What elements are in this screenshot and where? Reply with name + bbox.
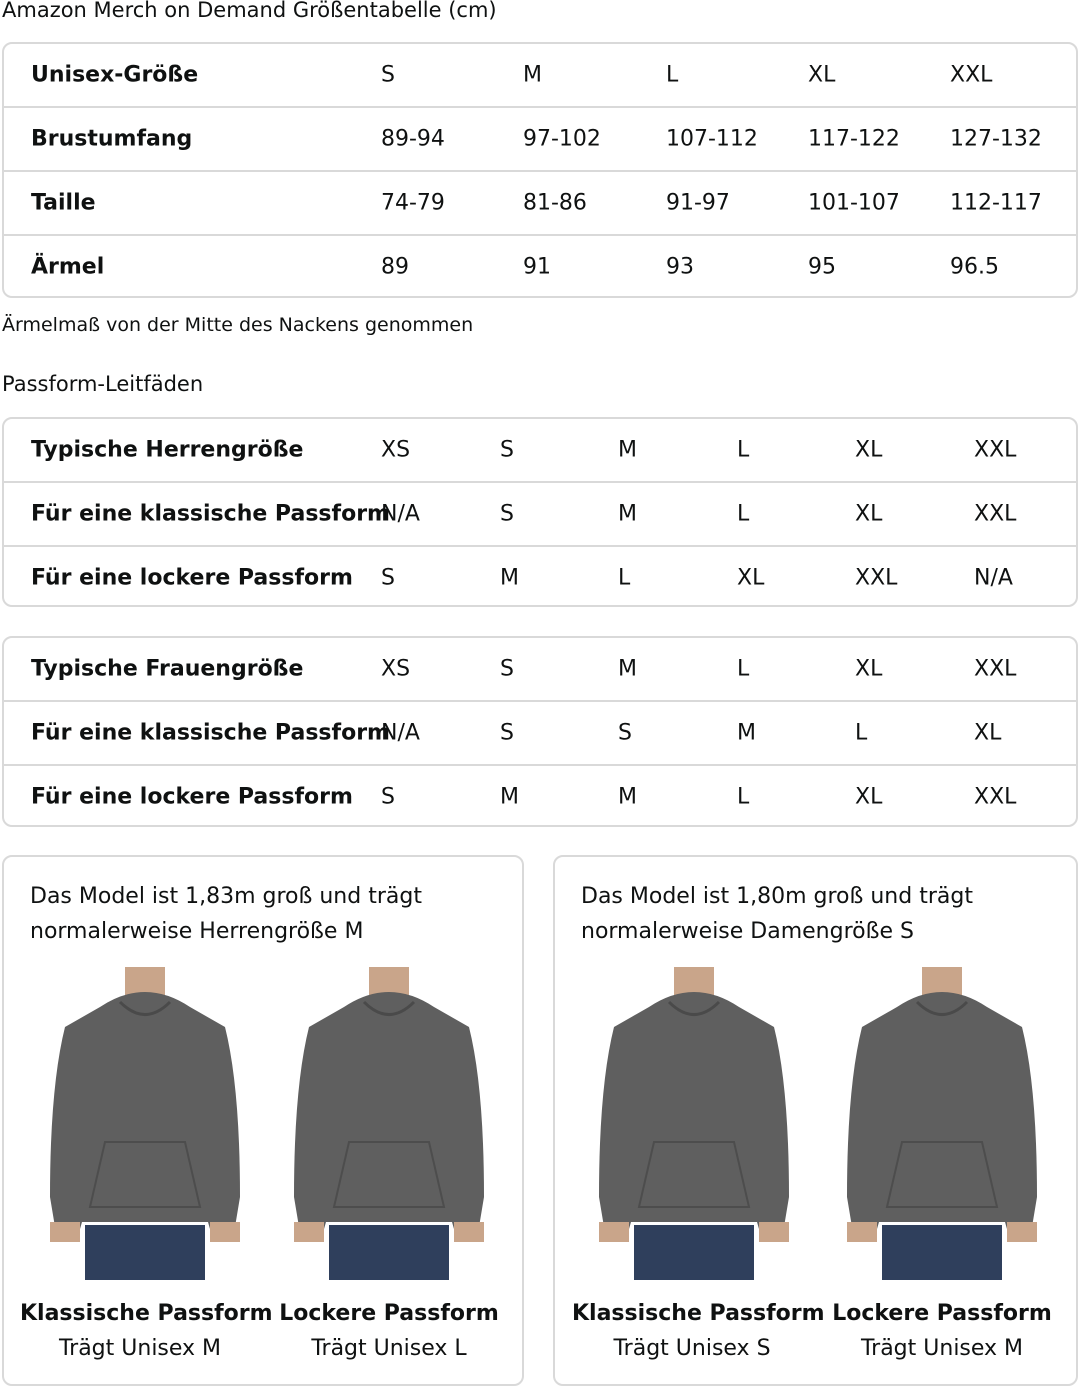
table-row: Für eine klassische Passform N/A S S M L XL [4,700,1076,764]
women-fit-table: Typische Frauengröße XS S M L XL XXL Für eine k… [2,636,1078,827]
table-row: Für eine klassische Passform N/A S M L XL XXL [4,481,1076,545]
table-cell: L [737,501,750,527]
table-cell: 93 [666,254,694,280]
model-card-women: Das Model ist 1,80m groß und trägt norma… [553,855,1078,1386]
table-cell: L [618,565,631,591]
table-cell: XL [808,62,836,88]
model-card-men: Das Model ist 1,83m groß und trägt norma… [2,855,524,1386]
table-cell: L [737,784,750,810]
table-cell: 117-122 [808,126,900,152]
model-description: Das Model ist 1,83m groß und trägt norma… [30,884,422,944]
table-cell: XL [737,565,765,591]
fit-guide-title: Passform-Leitfäden [2,372,204,396]
table-cell: L [855,720,868,746]
model-description: Das Model ist 1,80m groß und trägt norma… [581,884,973,944]
table-cell: XL [855,501,883,527]
figure-title: Lockere Passform [832,1301,1052,1326]
table-cell: XL [855,784,883,810]
table-cell: S [381,784,395,810]
table-cell: 127-132 [950,126,1042,152]
row-label: Ärmel [31,254,105,280]
figure-subtitle: Trägt Unisex S [613,1336,771,1361]
table-cell: XL [974,720,1002,746]
table-cell: 91 [523,254,551,280]
figure-subtitle: Trägt Unisex M [860,1336,1024,1361]
table-cell: M [618,437,637,463]
figure-subtitle: Trägt Unisex L [311,1336,467,1361]
table-row: Typische Herrengröße XS S M L XL XXL [4,419,1076,481]
row-label: Für eine klassische Passform [31,720,390,746]
table-cell: M [737,720,756,746]
table-row: Für eine lockere Passform S M M L XL XXL [4,764,1076,825]
table-cell: L [666,62,679,88]
hoodie-photo-classic-fit [40,967,250,1280]
row-label: Brustumfang [31,126,193,152]
table-cell: L [737,437,750,463]
table-cell: S [618,720,632,746]
table-cell: L [737,656,750,682]
table-cell: S [500,501,514,527]
row-label: Für eine klassische Passform [31,501,390,527]
figure-title: Lockere Passform [279,1301,499,1326]
row-label: Taille [31,190,96,216]
table-cell: 107-112 [666,126,758,152]
table-cell: XXL [950,62,993,88]
row-label: Für eine lockere Passform [31,784,353,810]
table-cell: 81-86 [523,190,587,216]
table-cell: 97-102 [523,126,601,152]
table-cell: S [500,437,514,463]
table-cell: S [381,62,395,88]
table-cell: XXL [855,565,898,591]
table-cell: M [523,62,542,88]
table-row: Unisex-Größe S M L XL XXL [4,44,1076,106]
table-cell: S [381,565,395,591]
hoodie-photo-classic-fit [589,967,799,1280]
table-cell: 89 [381,254,409,280]
hoodie-photo-loose-fit [837,967,1047,1280]
table-cell: M [500,784,519,810]
table-cell: M [618,784,637,810]
men-fit-table: Typische Herrengröße XS S M L XL XXL Für eine k… [2,417,1078,607]
row-label: Typische Frauengröße [31,656,304,682]
row-label: Unisex-Größe [31,62,199,88]
table-cell: XXL [974,656,1017,682]
row-label: Für eine lockere Passform [31,565,353,591]
table-row: Ärmel 89 91 93 95 96.5 [4,234,1076,296]
table-row: Für eine lockere Passform S M L XL XXL N/A [4,545,1076,605]
table-cell: XXL [974,784,1017,810]
row-label: Typische Herrengröße [31,437,304,463]
table-cell: XS [381,656,411,682]
figure-title: Klassische Passform [572,1301,825,1326]
table-cell: N/A [381,501,420,527]
table-cell: N/A [974,565,1013,591]
table-cell: 89-94 [381,126,445,152]
table-row: Typische Frauengröße XS S M L XL XXL [4,638,1076,700]
table-row: Brustumfang 89-94 97-102 107-112 117-122 127-… [4,106,1076,170]
table-cell: XXL [974,501,1017,527]
table-cell: XL [855,656,883,682]
table-cell: 74-79 [381,190,445,216]
table-cell: M [618,501,637,527]
table-cell: S [500,656,514,682]
table-cell: 91-97 [666,190,730,216]
table-cell: XL [855,437,883,463]
size-table: Unisex-Größe S M L XL XXL Brustumfang 89-94 97-1… [2,42,1078,298]
table-cell: S [500,720,514,746]
table-cell: 101-107 [808,190,900,216]
sleeve-note: Ärmelmaß von der Mitte des Nackens genom… [2,314,474,336]
table-cell: N/A [381,720,420,746]
figure-subtitle: Trägt Unisex M [58,1336,222,1361]
figure-title: Klassische Passform [20,1301,273,1326]
table-cell: 96.5 [950,254,999,280]
table-cell: 95 [808,254,836,280]
hoodie-photo-loose-fit [284,967,494,1280]
page-title: Amazon Merch on Demand Größentabelle (cm… [2,0,497,22]
table-cell: XXL [974,437,1017,463]
table-row: Taille 74-79 81-86 91-97 101-107 112-117 [4,170,1076,234]
table-cell: M [618,656,637,682]
table-cell: XS [381,437,411,463]
table-cell: M [500,565,519,591]
table-cell: 112-117 [950,190,1042,216]
